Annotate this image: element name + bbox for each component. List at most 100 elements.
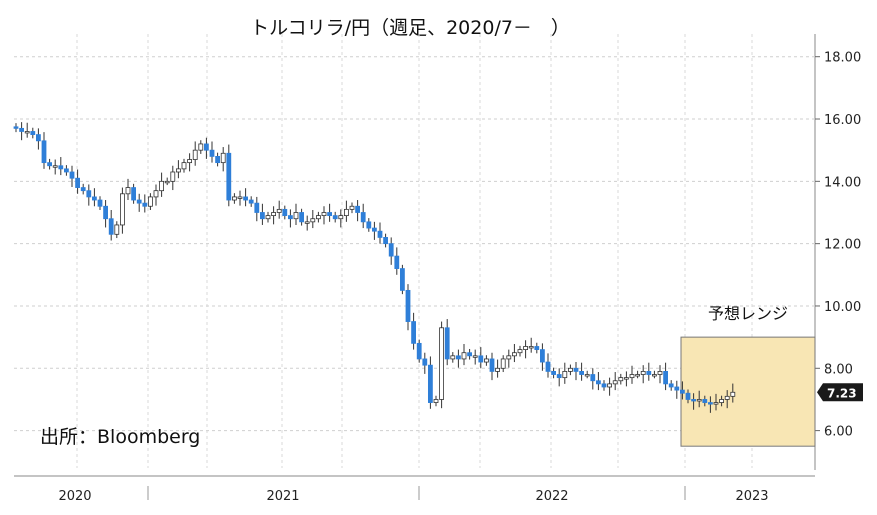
candle-body (635, 374, 640, 377)
candle-body (24, 131, 30, 134)
candle-body (646, 371, 652, 375)
candle-body (97, 199, 103, 207)
candle-body (652, 374, 657, 377)
candle-body (540, 349, 545, 363)
candle-body (601, 383, 607, 388)
candle-body (702, 399, 708, 403)
candle-body (159, 180, 165, 192)
candle-body (383, 237, 389, 245)
candle-body (366, 221, 372, 229)
candle-body (612, 380, 618, 385)
candle-body (231, 196, 237, 201)
candle-body (629, 374, 635, 379)
candle-body (478, 355, 484, 363)
candle-body (416, 342, 422, 360)
candle-body (506, 355, 512, 360)
candle-body (271, 212, 277, 217)
candle-body (187, 159, 193, 164)
candle-body (13, 126, 19, 129)
candle-body (108, 218, 114, 235)
candle-body (388, 243, 394, 257)
candle-body (75, 177, 80, 188)
candle-body (680, 389, 685, 394)
candle-body (399, 268, 405, 291)
candle-body (500, 358, 506, 369)
last-value-label: 7.23 (827, 386, 857, 400)
candle-body (517, 349, 523, 354)
candle-body (131, 187, 137, 201)
candle-body (215, 156, 221, 164)
candle-body (315, 215, 321, 220)
candle-body (556, 374, 562, 379)
candle-body (114, 224, 120, 235)
candle-body (243, 196, 249, 201)
candle-body (64, 168, 69, 173)
candle-body (394, 255, 400, 269)
candle-body (265, 215, 271, 220)
candle-body (596, 380, 601, 385)
candle-body (136, 199, 142, 204)
y-tick-label: 16.00 (824, 113, 861, 128)
candle-body (691, 399, 696, 402)
candle-body (192, 149, 198, 160)
candle-body (405, 289, 411, 322)
candle-body (427, 364, 433, 403)
candle-body (455, 355, 461, 360)
candle-body (142, 202, 148, 207)
candle-body (568, 367, 573, 372)
candle-body (668, 383, 674, 388)
candle-body (86, 190, 92, 198)
source-note: 出所：Bloomberg (40, 426, 200, 448)
candle-body (607, 383, 612, 388)
candle-body (472, 355, 478, 358)
candle-body (640, 371, 646, 375)
candle-body (433, 399, 439, 403)
candle-body (343, 208, 349, 217)
candle-body (120, 193, 125, 226)
candle-body (287, 215, 293, 220)
candle-body (338, 215, 344, 220)
candle-body (293, 212, 299, 220)
candle-body (724, 395, 730, 400)
candle-body (439, 327, 445, 400)
candle-body (708, 402, 713, 405)
y-axis: 18.00 16.00 14.00 12.00 10.00 8.00 6.00 (815, 51, 861, 440)
candle-body (584, 374, 590, 377)
candle-body (310, 218, 316, 223)
candle-body (80, 187, 86, 192)
candle-body (483, 358, 489, 363)
candle-body (30, 131, 36, 135)
candle-body (360, 212, 366, 223)
candle-body (332, 215, 338, 220)
candle-body (170, 171, 176, 182)
candle-body (579, 371, 584, 375)
candle-body (371, 227, 377, 232)
candle-body (164, 180, 170, 184)
x-tick-label: 2021 (266, 489, 299, 504)
candle-body (562, 371, 568, 379)
candle-body (444, 327, 450, 360)
y-tick-label: 18.00 (824, 51, 861, 66)
last-value-badge: 7.23 (817, 383, 863, 402)
candle-body (534, 346, 540, 350)
y-tick-label: 8.00 (824, 362, 853, 377)
candle-body (730, 391, 736, 397)
candle-body (58, 165, 64, 170)
forecast-range-label: 予想レンジ (708, 304, 788, 323)
candle-body (719, 399, 724, 403)
y-tick-label: 14.00 (824, 175, 861, 190)
candle-body (512, 352, 517, 357)
candle-body (450, 355, 456, 360)
candle-body (573, 367, 579, 372)
candle-body (489, 358, 495, 372)
candlestick-series (13, 122, 736, 413)
chart-title: トルコリラ/円（週足、2020/7－ ） (250, 17, 570, 39)
candle-body (674, 386, 680, 391)
candle-body (467, 352, 473, 357)
candle-body (304, 221, 310, 224)
y-tick-label: 12.00 (824, 238, 861, 253)
candle-body (551, 371, 556, 375)
candle-body (103, 205, 108, 220)
candle-body (69, 171, 75, 179)
